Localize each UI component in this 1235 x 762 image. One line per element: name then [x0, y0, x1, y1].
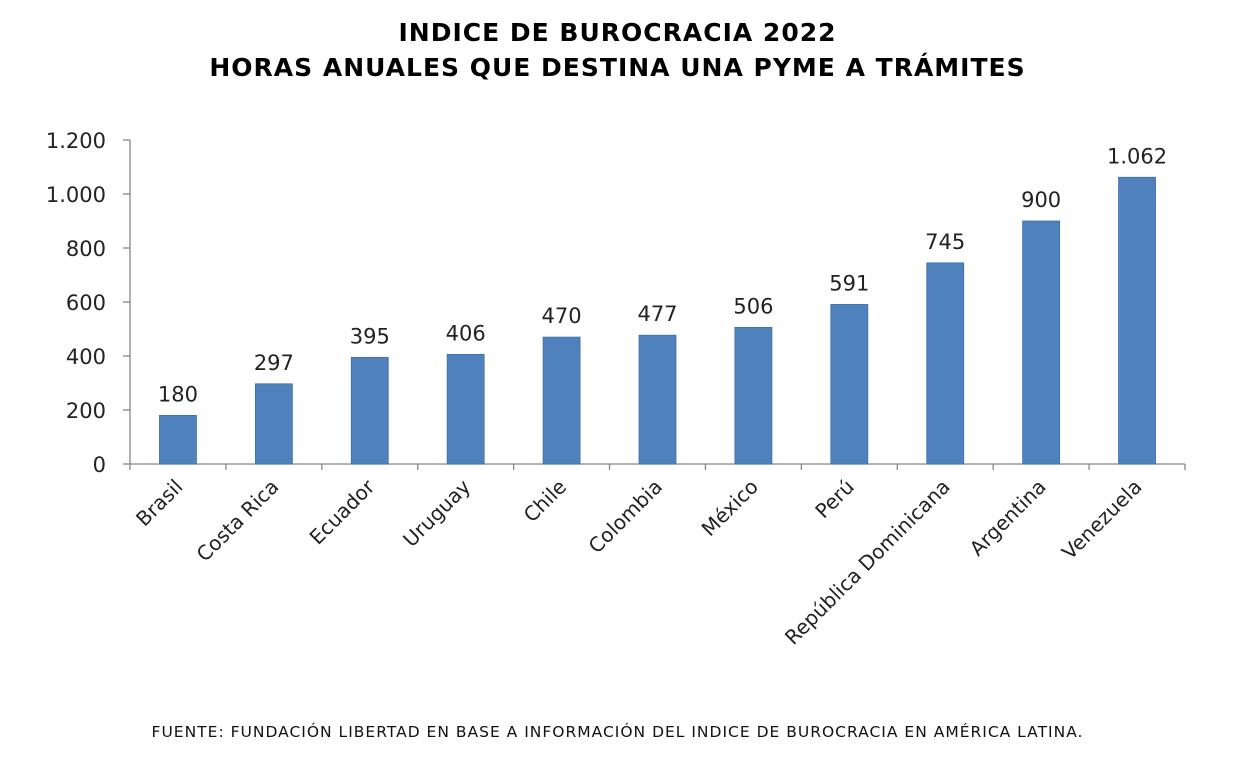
y-tick-label: 200: [66, 399, 106, 423]
data-label: 395: [350, 324, 390, 348]
data-label: 406: [446, 321, 486, 345]
bar: [638, 334, 677, 465]
data-label: 297: [254, 351, 294, 375]
y-tick-label: 400: [66, 345, 106, 369]
chart-title-line1: INDICE DE BUROCRACIA 2022: [398, 18, 837, 47]
bar: [350, 356, 389, 465]
y-tick-label: 800: [66, 237, 106, 261]
y-tick-label: 0: [93, 453, 106, 477]
x-tick-label: Uruguay: [398, 474, 475, 551]
data-label: 506: [733, 294, 773, 318]
bar: [734, 326, 773, 465]
x-tick-label: Venezuela: [1057, 475, 1147, 565]
data-label: 591: [829, 271, 869, 295]
y-tick-label: 600: [66, 291, 106, 315]
y-tick-label: 1.200: [46, 129, 106, 153]
bar: [254, 383, 293, 465]
bar: [1118, 176, 1156, 465]
x-tick-label: Ecuador: [305, 474, 380, 549]
data-label: 1.062: [1107, 144, 1167, 168]
bar: [159, 414, 197, 465]
x-tick-label: Perú: [810, 475, 858, 523]
x-tick-label: México: [697, 475, 763, 541]
bar: [830, 304, 869, 465]
x-tick-label: República Dominicana: [780, 475, 955, 650]
x-tick-label: Costa Rica: [192, 475, 284, 567]
x-tick-label: Chile: [519, 475, 571, 527]
bar: [542, 336, 581, 465]
source-note: FUENTE: FUNDACIÓN LIBERTAD EN BASE A INF…: [151, 723, 1084, 741]
x-tick-label: Argentina: [965, 475, 1051, 561]
data-label: 180: [158, 382, 198, 406]
data-label: 470: [542, 304, 582, 328]
bar: [926, 262, 965, 465]
chart-title-line2: HORAS ANUALES QUE DESTINA UNA PYME A TRÁ…: [209, 53, 1026, 82]
data-label: 745: [925, 230, 965, 254]
x-tick-label: Colombia: [584, 475, 667, 558]
y-tick-label: 1.000: [46, 183, 106, 207]
bar: [446, 353, 485, 465]
data-label: 900: [1021, 188, 1061, 212]
data-label: 477: [637, 302, 677, 326]
bar-chart: 0 200 400 600 800 1.000 1.200 180 Brasil 297 Costa…: [46, 129, 1186, 650]
x-tick-label: Brasil: [131, 475, 187, 531]
bar: [1022, 220, 1061, 465]
